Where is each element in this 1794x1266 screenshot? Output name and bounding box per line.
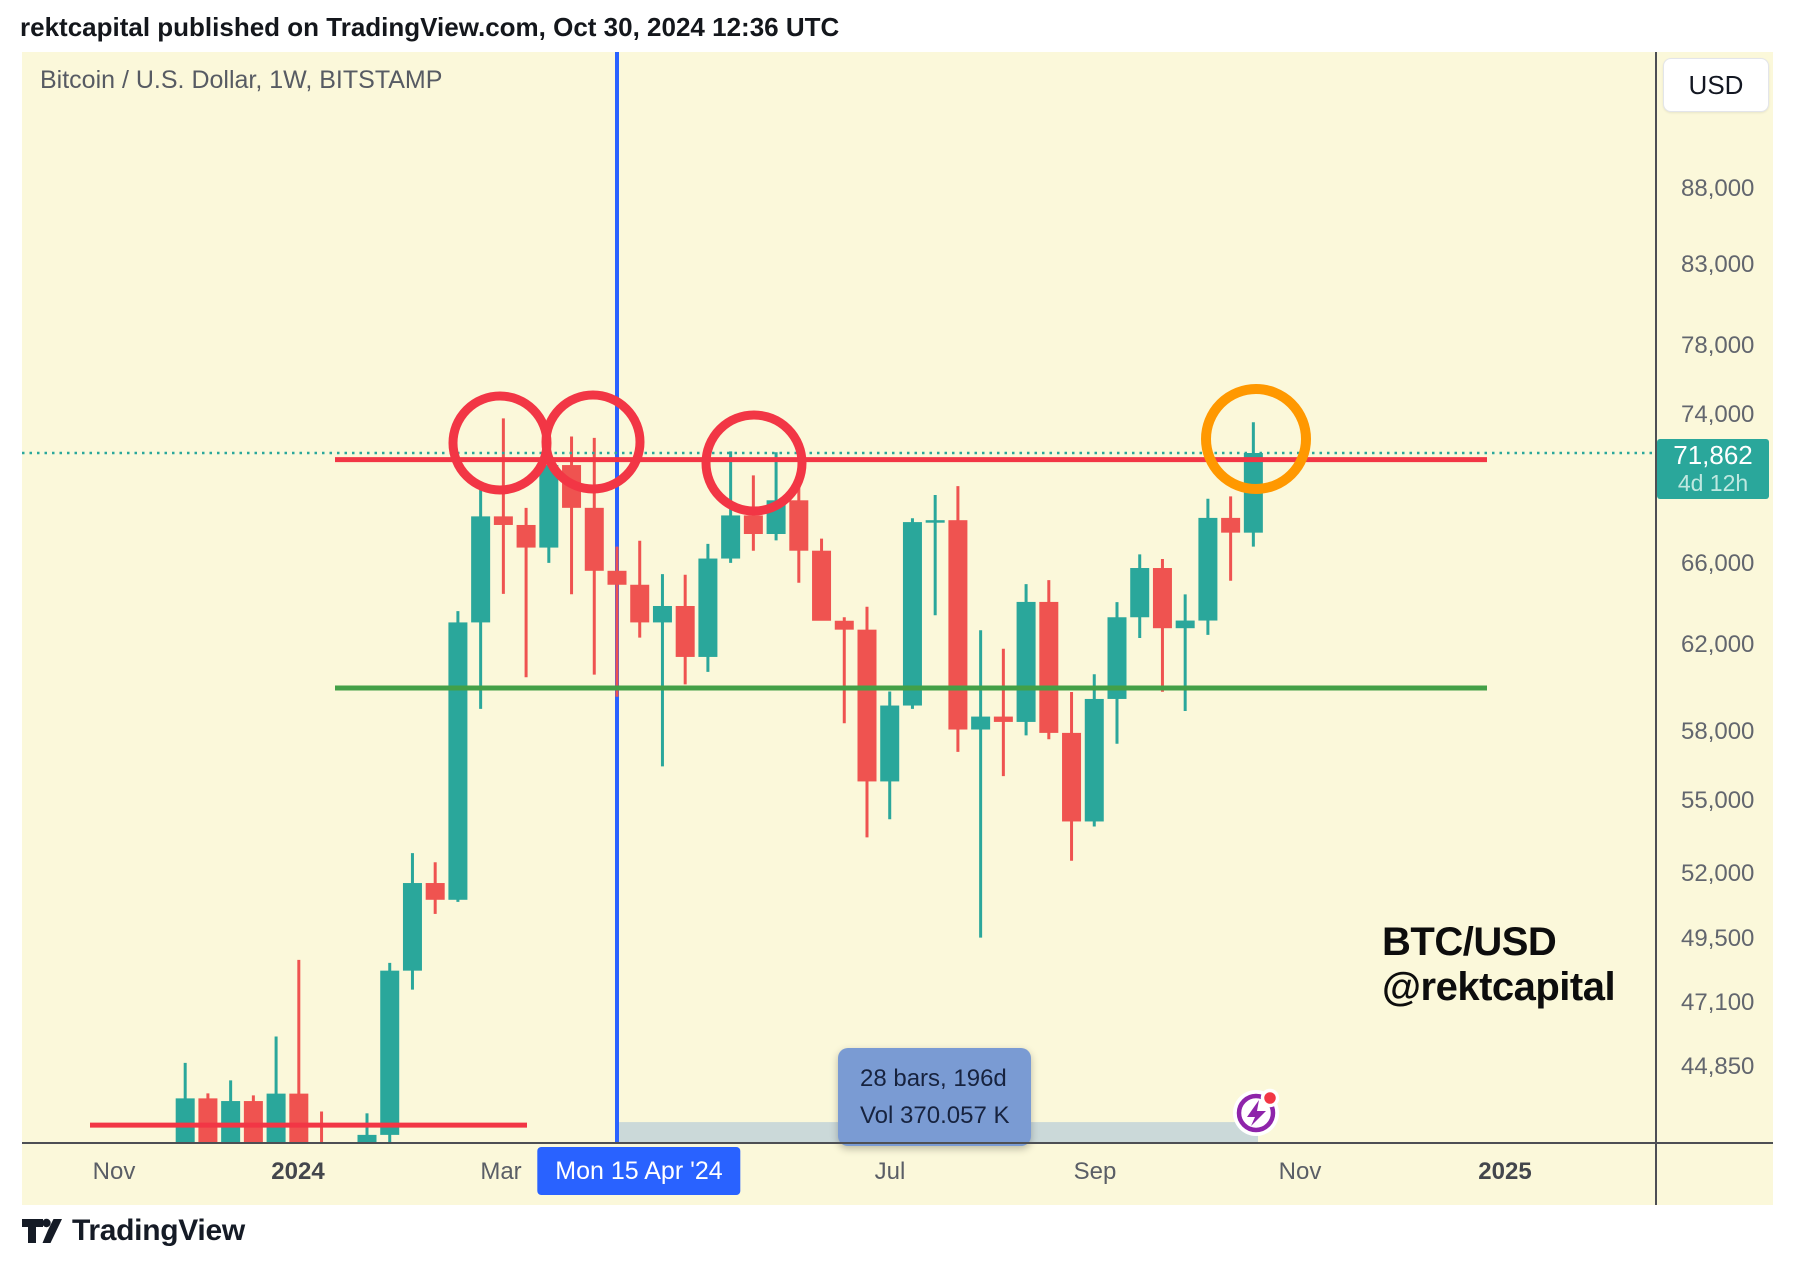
- price-tick: 62,000: [1681, 631, 1755, 659]
- candle-body-down: [243, 1101, 263, 1143]
- measure-tooltip-bars: 28 bars, 196d: [860, 1065, 1007, 1092]
- candle-body-down: [1039, 601, 1059, 733]
- candle-body-down: [584, 507, 604, 571]
- price-tick: 74,000: [1681, 400, 1755, 428]
- price-tick: 52,000: [1681, 860, 1755, 888]
- candle-body-up: [1130, 568, 1150, 618]
- breakout-circle: [1201, 384, 1311, 494]
- published-line: rektcapital published on TradingView.com…: [20, 12, 840, 42]
- watermark: BTC/USD @rektcapital: [1382, 920, 1616, 1010]
- candle-body-down: [607, 570, 627, 585]
- candle-body-down: [289, 1093, 309, 1143]
- event-red-dot: [1260, 1088, 1280, 1108]
- bar-countdown: 4d 12h: [1677, 470, 1749, 496]
- currency-toggle-button[interactable]: USD: [1663, 58, 1769, 112]
- candle-body-up: [221, 1101, 241, 1143]
- measure-tooltip-volume: Vol 370.057 K: [860, 1102, 1010, 1129]
- candle-body-down: [834, 620, 854, 630]
- candle-body-up: [471, 516, 491, 623]
- candle-body-down: [516, 524, 536, 548]
- candle-body-up: [402, 883, 422, 971]
- last-price-badge: 71,862 4d 12h: [1657, 439, 1769, 499]
- measure-tooltip: 28 bars, 196d Vol 370.057 K: [838, 1048, 1032, 1146]
- candle-body-up: [698, 558, 718, 657]
- price-tick: 88,000: [1681, 175, 1755, 203]
- price-tick: 49,500: [1681, 924, 1755, 952]
- watermark-handle: @rektcapital: [1382, 965, 1616, 1009]
- time-tick-month: Nov: [92, 1158, 136, 1185]
- candle-body-up: [880, 705, 900, 782]
- candle-body-up: [175, 1098, 195, 1143]
- tradingview-brand-text: TradingView: [72, 1214, 245, 1247]
- candle-body-up: [1016, 601, 1036, 722]
- price-tick: 83,000: [1681, 251, 1755, 279]
- candle-body-up: [357, 1134, 377, 1143]
- candle-body-up: [902, 522, 922, 706]
- last-price-value: 71,862: [1673, 440, 1753, 470]
- candle-body-up: [925, 520, 945, 523]
- candle-body-up: [721, 515, 741, 559]
- tradingview-brand[interactable]: TradingView: [22, 1214, 245, 1248]
- time-tick-year: 2025: [1478, 1158, 1532, 1185]
- price-tick: 66,000: [1681, 549, 1755, 577]
- time-axis-separator: [22, 1142, 1773, 1144]
- candle-body-down: [993, 716, 1013, 722]
- candle-body-up: [1175, 620, 1195, 629]
- candle-body-down: [1221, 517, 1241, 533]
- candle-body-up: [971, 716, 991, 730]
- candle-body-down: [857, 629, 877, 782]
- symbol-title: Bitcoin / U.S. Dollar, 1W, BITSTAMP: [40, 66, 443, 94]
- retest-circle-2: [541, 390, 645, 494]
- retest-circle-3: [701, 410, 807, 516]
- candle-body-up: [266, 1093, 286, 1143]
- candle-body-down: [675, 605, 695, 657]
- candle-body-up: [1198, 517, 1218, 621]
- price-tick: 55,000: [1681, 787, 1755, 815]
- candle-body-down: [743, 515, 763, 535]
- time-tick-month: Mar: [480, 1158, 522, 1185]
- candle-body-up: [652, 605, 672, 623]
- retest-circle-1: [448, 391, 552, 495]
- candle-body-up: [1107, 617, 1127, 699]
- candle-body-down: [1062, 732, 1082, 822]
- price-tick: 47,100: [1681, 989, 1755, 1017]
- price-tick: 58,000: [1681, 718, 1755, 746]
- chart-plot-area[interactable]: [22, 52, 1655, 1143]
- price-axis[interactable]: [1657, 52, 1773, 1142]
- candle-body-down: [493, 516, 513, 525]
- candle-body-down: [630, 584, 650, 623]
- candle-body-down: [425, 883, 445, 900]
- candle-body-up: [1084, 698, 1104, 822]
- candle-body-down: [198, 1098, 218, 1143]
- price-tick: 78,000: [1681, 332, 1755, 360]
- candle-body-up: [448, 622, 468, 900]
- price-axis-separator: [1655, 52, 1657, 1205]
- price-tick: 44,850: [1681, 1053, 1755, 1081]
- watermark-symbol: BTC/USD: [1382, 920, 1557, 964]
- candle-body-up: [539, 465, 559, 548]
- candle-body-down: [948, 520, 968, 730]
- time-axis[interactable]: [22, 1144, 1655, 1204]
- candle-body-up: [380, 970, 400, 1135]
- time-tick-year: 2024: [271, 1158, 325, 1185]
- candle-body-down: [789, 500, 809, 551]
- time-tick-month: Sep: [1073, 1158, 1117, 1185]
- chart-pane-background: [22, 52, 1773, 1205]
- candle-body-down: [812, 550, 832, 621]
- tradingview-logo-icon: [22, 1218, 62, 1243]
- candle-body-down: [1152, 568, 1172, 629]
- lightning-bolt-glyph: [1247, 1100, 1266, 1126]
- time-tick-month: Jul: [874, 1158, 906, 1185]
- time-axis-highlight-badge: Mon 15 Apr '24: [537, 1147, 741, 1195]
- time-tick-month: Nov: [1278, 1158, 1322, 1185]
